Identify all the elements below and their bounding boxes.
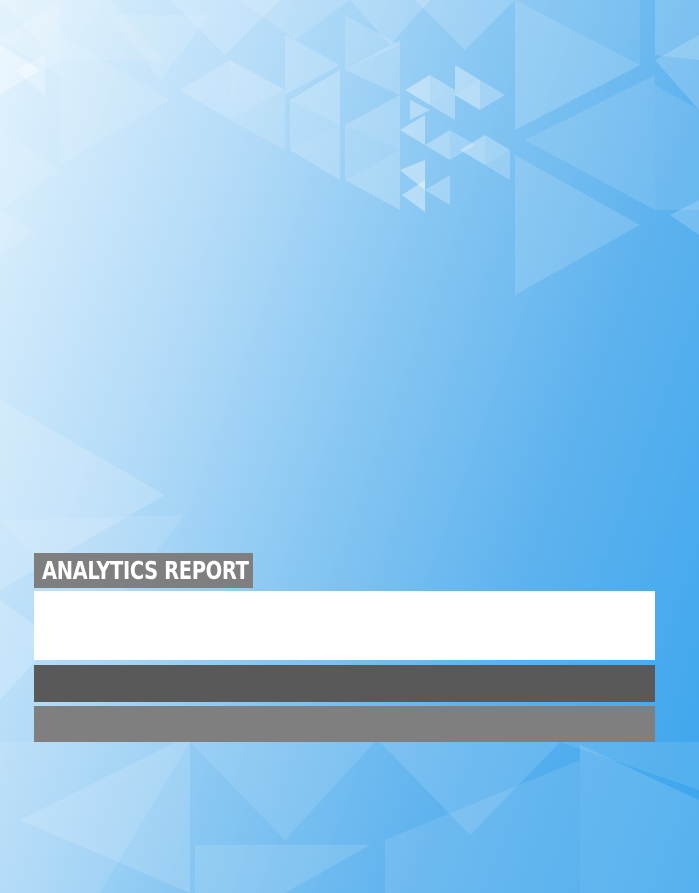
report-label: ANALYTICS REPORT [42, 556, 249, 585]
report-label-box: ANALYTICS REPORT [34, 553, 253, 588]
title-band [34, 591, 655, 660]
author-band [34, 706, 655, 742]
subtitle-band [34, 665, 655, 702]
